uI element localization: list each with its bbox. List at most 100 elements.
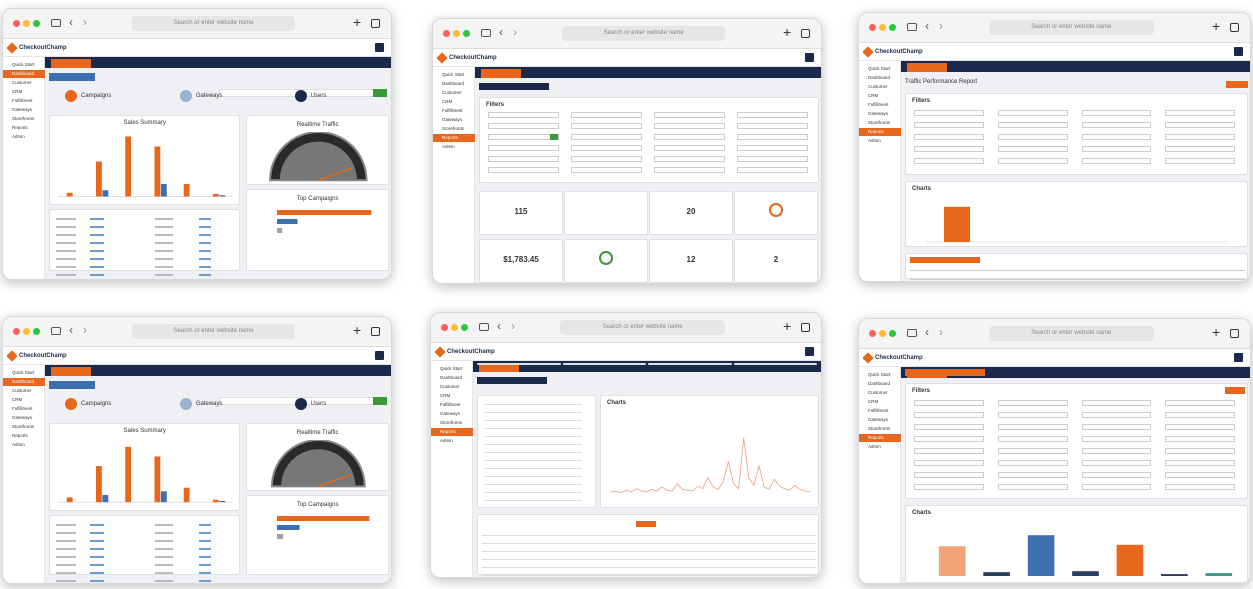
row-line	[56, 242, 76, 245]
bar	[219, 500, 226, 503]
filter-input	[997, 460, 1068, 466]
apply-button	[373, 89, 387, 97]
filter-input	[1081, 134, 1152, 140]
filter-input	[654, 156, 725, 162]
forward-button: ›	[511, 319, 515, 333]
filter-input	[1081, 472, 1152, 478]
chart	[938, 535, 1233, 576]
address-placeholder: Search or enter website name	[173, 20, 254, 26]
menu-item: Gateways	[12, 415, 33, 420]
filter-input	[737, 145, 808, 151]
row-value	[90, 250, 104, 253]
table-row	[482, 535, 816, 537]
filter-input	[997, 424, 1068, 430]
logo-icon	[6, 350, 18, 362]
bar	[277, 210, 372, 216]
gauge-needle	[318, 167, 353, 181]
address-bar[interactable]: Search or enter website name	[988, 20, 1154, 35]
tabs-button	[371, 19, 380, 28]
filter-input	[914, 412, 984, 418]
sales-panel: Sales Summary	[49, 115, 241, 206]
browser-window: ‹ › Search or enter website name + CheckoutC…	[858, 12, 1251, 282]
filter-input	[571, 112, 642, 118]
breadcrumb	[905, 369, 985, 376]
panel-title: Charts	[912, 186, 932, 192]
menu-item: Storefronts	[868, 426, 891, 431]
row-line	[155, 524, 174, 527]
user-button	[805, 347, 814, 356]
filters-panel: Filters	[479, 97, 819, 183]
row-line	[155, 274, 174, 277]
address-bar[interactable]: Search or enter website name	[561, 26, 726, 41]
table-row	[482, 575, 816, 577]
filter-input	[1081, 436, 1152, 442]
menu-item: Customer	[868, 390, 888, 395]
nav-band	[45, 57, 391, 68]
menu-item: CRM	[868, 399, 879, 404]
panel-title: Top Campaigns	[296, 502, 339, 509]
sidebar-icon	[907, 329, 917, 337]
orders-table	[477, 514, 819, 577]
bar	[125, 136, 132, 197]
new-tab-button: +	[353, 322, 362, 338]
bar	[212, 499, 219, 503]
row-value	[199, 226, 212, 229]
window-button	[869, 330, 876, 337]
menu-item: Dashboard	[868, 75, 891, 80]
summary-table	[49, 515, 241, 583]
row-value	[90, 258, 104, 261]
address-bar[interactable]: Search or enter website name	[560, 320, 725, 335]
stat-ring	[769, 203, 783, 217]
breadcrumb	[479, 83, 549, 90]
filter-input	[488, 167, 559, 173]
menu-item: Customer	[868, 84, 888, 89]
menu-item: Storefronts	[440, 420, 463, 425]
panel-title: Filters	[912, 388, 931, 394]
tile-icon	[294, 90, 307, 102]
menu-item: Fulfillment	[12, 98, 33, 103]
row-line	[56, 250, 76, 253]
nav-tab	[479, 363, 519, 372]
menu-item: Reports	[12, 125, 28, 130]
filter-input	[1165, 158, 1235, 164]
menu-item: Reports	[859, 128, 901, 136]
row-line	[56, 540, 76, 543]
address-bar[interactable]: Search or enter website name	[131, 16, 296, 31]
table-row	[910, 279, 1245, 280]
back-button: ‹	[69, 15, 73, 29]
address-bar[interactable]: Search or enter website name	[988, 326, 1154, 341]
row-value	[199, 234, 212, 237]
content: Campaigns Gateways Users Sales Summary Realt…	[45, 57, 391, 279]
row-line	[484, 444, 582, 445]
apply-button	[550, 134, 558, 140]
filter-input	[1081, 146, 1152, 152]
nav-band	[45, 365, 391, 376]
bar	[66, 192, 73, 197]
row-line	[484, 460, 582, 461]
panel-title: Realtime Traffic	[296, 430, 339, 436]
bar	[96, 161, 102, 197]
tile-label: Gateways	[195, 401, 223, 407]
forward-button: ›	[513, 25, 517, 39]
chart	[58, 136, 234, 197]
row-value	[90, 266, 104, 269]
panel-title: Charts	[607, 400, 627, 406]
filter-input	[571, 145, 642, 151]
row-value	[90, 540, 104, 543]
tile-label: Campaigns	[81, 93, 112, 99]
window-button	[33, 328, 40, 335]
address-bar[interactable]: Search or enter website name	[131, 324, 296, 339]
menu-item: Admin	[12, 134, 25, 139]
row-line	[155, 250, 174, 253]
filter-input	[1165, 110, 1235, 116]
filter-input	[914, 400, 984, 406]
menu-item: Gateways	[868, 111, 889, 116]
sidebar-icon	[51, 19, 61, 27]
row-line	[155, 266, 174, 269]
menu-item: Quick Start	[868, 372, 891, 377]
menu-item: Fulfillment	[868, 102, 889, 107]
notice	[49, 381, 95, 389]
filter-input	[1165, 400, 1235, 406]
bar	[1027, 535, 1055, 576]
filters-panel: Filters	[905, 93, 1248, 175]
